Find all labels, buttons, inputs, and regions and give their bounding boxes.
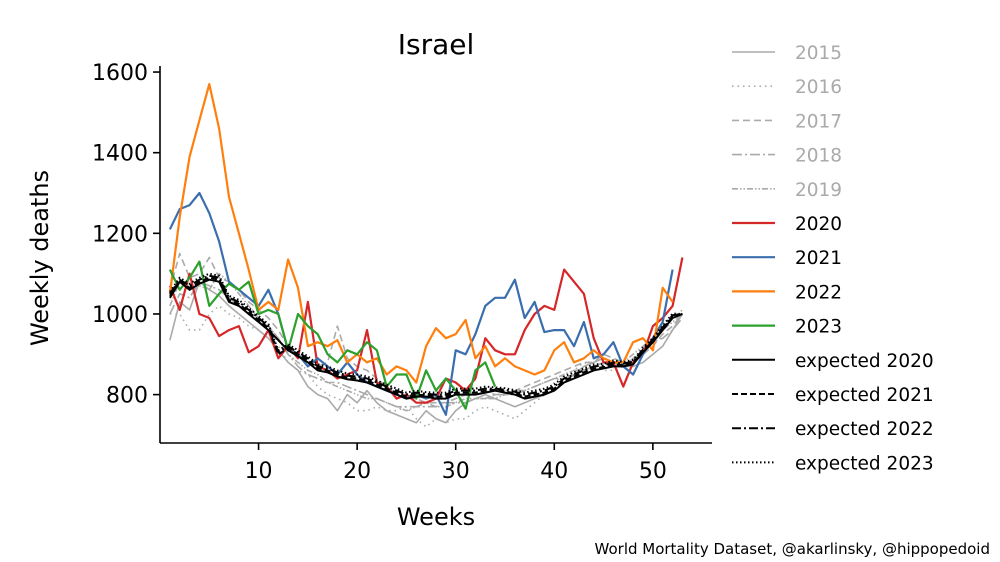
x-tick-label: 50 (639, 459, 667, 484)
series-line-expected-2022 (169, 274, 683, 396)
legend-label: 2015 (795, 43, 842, 64)
legend-label: 2020 (795, 214, 842, 235)
chart-title: Israel (398, 28, 475, 61)
y-tick-label: 800 (106, 384, 148, 409)
legend-label: 2017 (795, 111, 842, 132)
series-layer (168, 82, 684, 428)
legend: 2015 2016 2017 2018 2019 2020 2021 2022 2023 expe… (732, 43, 934, 474)
y-tick-label: 1200 (92, 222, 148, 247)
series-line-2019 (169, 272, 683, 412)
x-tick-label: 10 (245, 459, 273, 484)
legend-label: 2019 (795, 180, 842, 201)
series-line-2017 (169, 252, 684, 404)
series-line-2015 (169, 280, 684, 424)
series-line-2020 (168, 257, 684, 404)
y-tick-label: 1400 (92, 142, 148, 167)
legend-label: 2021 (795, 248, 842, 269)
x-tick-label: 30 (442, 459, 470, 484)
x-tick-label: 40 (540, 459, 568, 484)
y-tick-label: 1600 (92, 61, 148, 86)
legend-label: 2016 (795, 77, 842, 98)
legend-label: 2018 (795, 146, 842, 167)
legend-label: expected 2022 (795, 419, 934, 440)
series-line-expected-2020 (169, 278, 683, 400)
y-tick-label: 1000 (92, 303, 148, 328)
legend-label: 2023 (795, 317, 842, 338)
y-axis-label: Weekly deaths (26, 170, 54, 346)
credit-text: World Mortality Dataset, @akarlinsky, @h… (594, 540, 990, 558)
axes: 10 20 30 40 50 800 1000 1200 1400 1600 (92, 61, 712, 484)
legend-label: expected 2021 (795, 385, 934, 406)
legend-label: 2022 (795, 282, 842, 303)
x-tick-label: 20 (343, 459, 371, 484)
series-line-2022 (168, 82, 674, 384)
series-line-expected-2023 (169, 272, 683, 394)
x-axis-label: Weeks (397, 503, 475, 531)
series-line-2016 (169, 305, 683, 428)
legend-label: expected 2023 (795, 453, 934, 474)
legend-label: expected 2020 (795, 351, 934, 372)
